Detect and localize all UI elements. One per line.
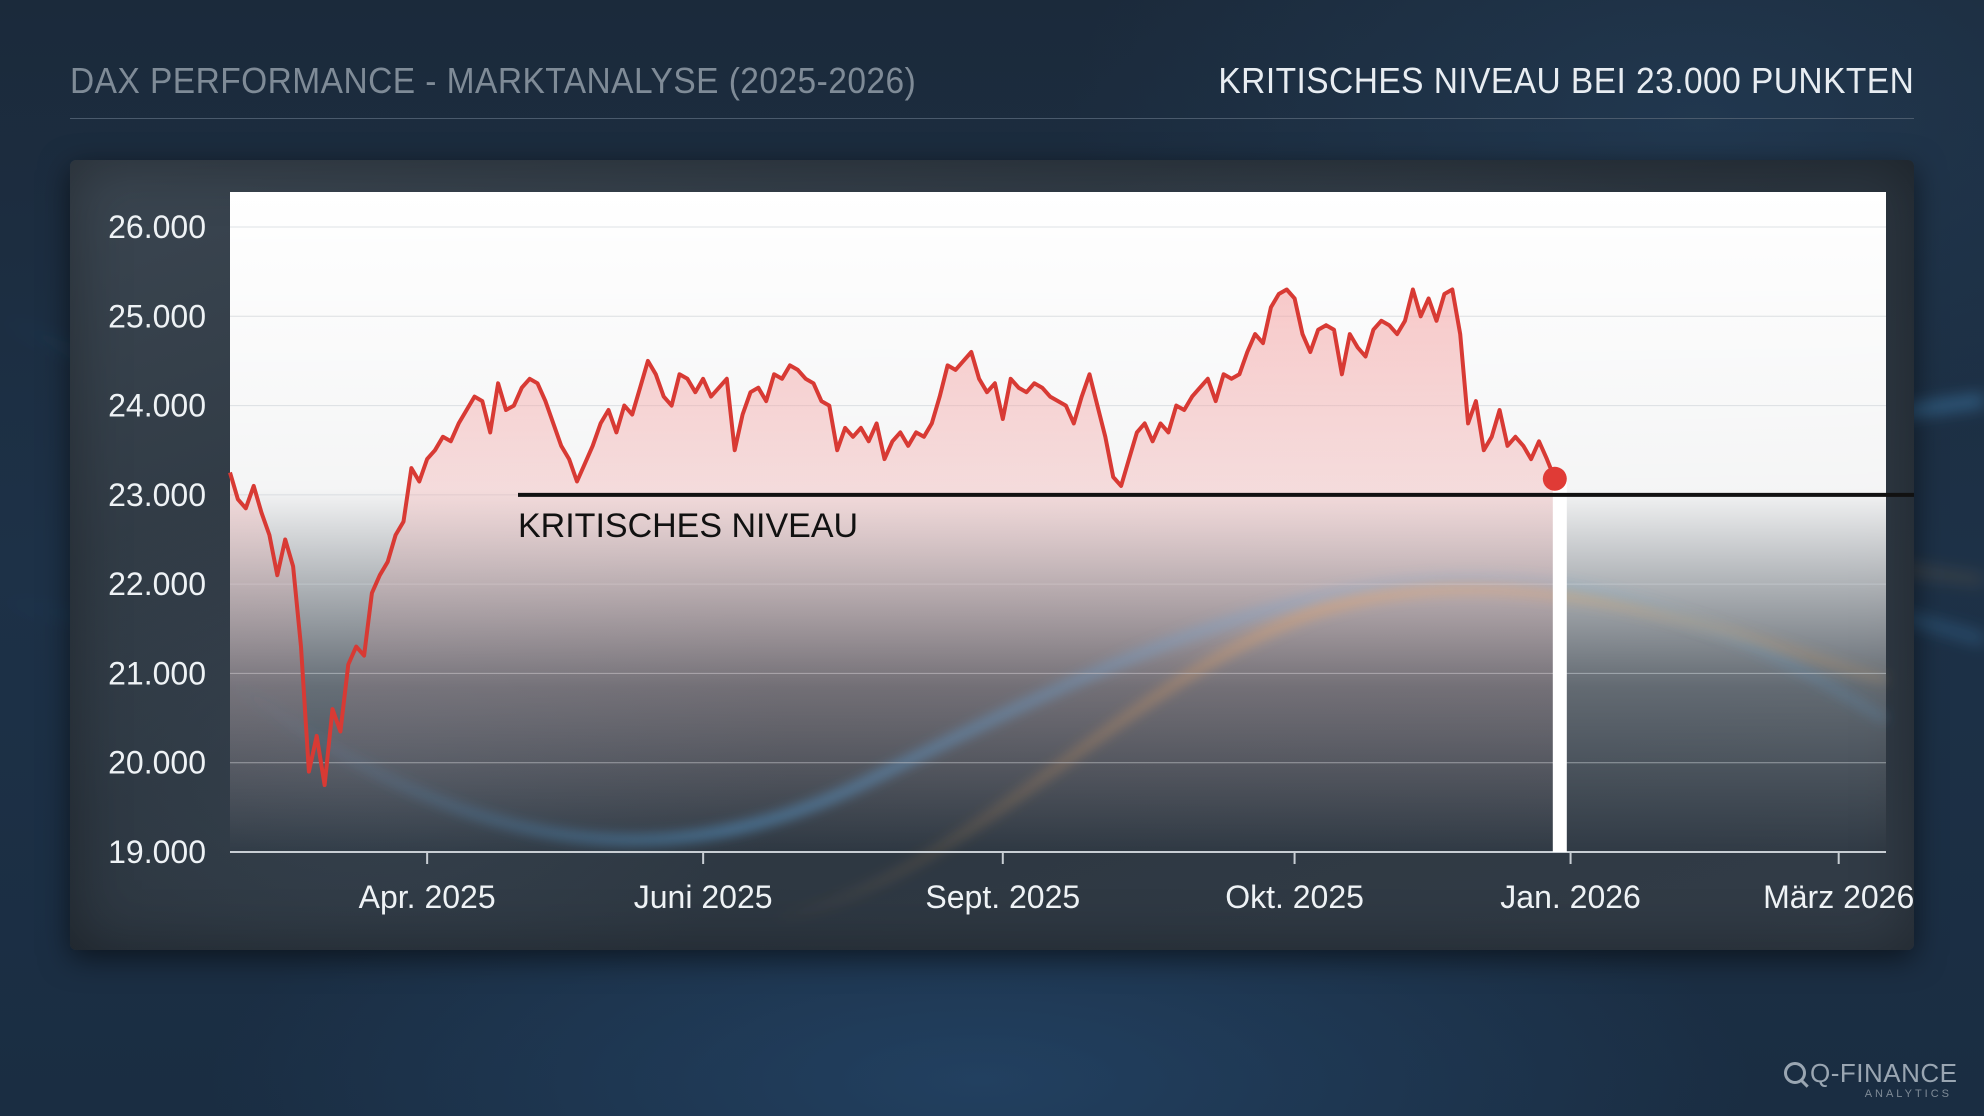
brand-logo: Q-FINANCE ANALYTICS [1784, 1058, 1957, 1102]
y-tick-label: 25.000 [108, 298, 206, 334]
series-area [230, 289, 1555, 852]
y-tick-label: 20.000 [108, 745, 206, 781]
y-tick-label: 22.000 [108, 566, 206, 602]
y-tick-label: 19.000 [108, 834, 206, 870]
x-tick-label: Apr. 2025 [359, 879, 496, 915]
x-tick-label: Jan. 2026 [1500, 879, 1641, 915]
brand-name: Q-FINANCE [1810, 1058, 1958, 1088]
x-tick-label: Juni 2025 [634, 879, 773, 915]
magnifier-icon [1784, 1062, 1806, 1084]
page-subtitle: KRITISCHES NIVEAU BEI 23.000 PUNKTEN [1218, 60, 1914, 101]
x-tick-label: Sept. 2025 [925, 879, 1080, 915]
y-tick-label: 21.000 [108, 655, 206, 691]
dax-line-chart: 26.000 25.000 24.000 23.000 22.000 21.000 20.0… [108, 192, 1914, 925]
x-tick-label: März 2026 [1763, 879, 1914, 915]
brand-tagline: ANALYTICS [1864, 1088, 1952, 1100]
page-title: DAX PERFORMANCE - MARKTANALYSE (2025-202… [70, 60, 917, 101]
threshold-label: KRITISCHES NIVEAU [518, 507, 858, 545]
current-value-bar [1552, 478, 1567, 852]
y-tick-label: 23.000 [108, 477, 206, 513]
title-divider [70, 118, 1914, 119]
series-line [228, 287, 1557, 787]
chart-panel: 26.000 25.000 24.000 23.000 22.000 21.000 20.0… [70, 160, 1914, 950]
y-tick-label: 26.000 [108, 209, 206, 245]
y-tick-label: 24.000 [108, 388, 206, 424]
x-tick-label: Okt. 2025 [1225, 879, 1364, 915]
current-value-marker [1542, 466, 1567, 491]
